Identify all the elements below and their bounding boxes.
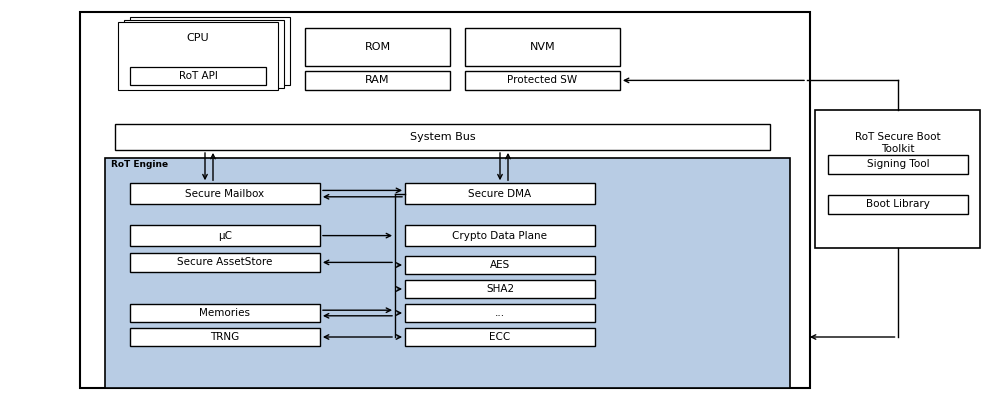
Text: Memories: Memories (200, 308, 250, 318)
Bar (130, 253, 320, 272)
Text: μC: μC (218, 230, 232, 240)
Bar (305, 28, 450, 66)
Text: ROM: ROM (364, 42, 391, 52)
Bar (405, 328, 595, 346)
Text: ...: ... (495, 308, 505, 318)
Text: Secure Mailbox: Secure Mailbox (185, 189, 265, 198)
Text: RoT API: RoT API (179, 71, 217, 81)
Text: Protected SW: Protected SW (507, 75, 578, 85)
Bar (130, 17, 290, 85)
Bar (405, 280, 595, 298)
Bar (118, 22, 278, 90)
Bar (828, 195, 968, 214)
Bar (828, 155, 968, 174)
Text: RAM: RAM (365, 75, 390, 85)
Text: NVM: NVM (530, 42, 555, 52)
Bar (405, 304, 595, 322)
Bar (124, 20, 284, 88)
Bar (405, 256, 595, 274)
Bar (130, 304, 320, 322)
Bar (815, 110, 980, 248)
Text: TRNG: TRNG (210, 332, 240, 342)
Text: Secure AssetStore: Secure AssetStore (177, 258, 273, 267)
Text: RoT Secure Boot
Toolkit: RoT Secure Boot Toolkit (855, 132, 940, 154)
Text: Signing Tool: Signing Tool (867, 159, 929, 170)
Bar (465, 28, 620, 66)
Bar (130, 328, 320, 346)
Text: Boot Library: Boot Library (866, 199, 930, 209)
Bar (405, 225, 595, 246)
Text: Crypto Data Plane: Crypto Data Plane (452, 230, 548, 240)
Text: RoT Engine: RoT Engine (111, 160, 168, 169)
Bar (465, 71, 620, 90)
Bar (130, 183, 320, 204)
Text: CPU: CPU (187, 33, 209, 43)
Bar (105, 158, 790, 388)
Bar (305, 71, 450, 90)
Text: ECC: ECC (489, 332, 511, 342)
Text: SHA2: SHA2 (486, 284, 514, 294)
Text: System Bus: System Bus (410, 132, 475, 142)
Bar (115, 124, 770, 150)
Bar (130, 225, 320, 246)
Bar (80, 12, 810, 388)
Text: AES: AES (490, 260, 510, 270)
Bar (405, 183, 595, 204)
Bar (130, 67, 266, 85)
Text: Secure DMA: Secure DMA (468, 189, 532, 198)
